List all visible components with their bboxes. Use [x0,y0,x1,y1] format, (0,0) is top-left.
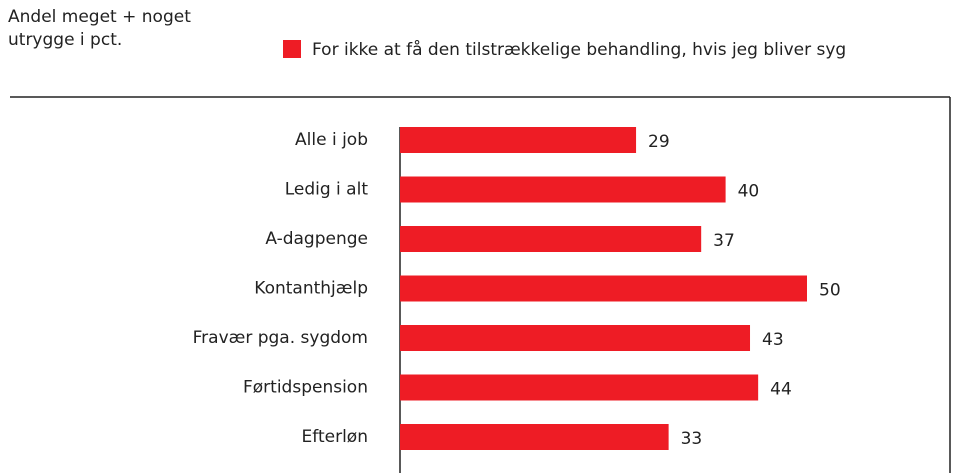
value-label: 37 [713,231,735,251]
legend-label: For ikke at få den tilstrækkelige behand… [312,39,846,60]
y-tick-label: Fravær pga. sygdom [193,328,368,348]
bar [400,374,759,401]
bar [400,275,807,302]
y-tick-label: Kontanthjælp [254,279,368,299]
y-tick-label: Alle i job [295,130,368,150]
y-tick-label: A-dagpenge [265,229,368,249]
value-label: 43 [762,330,784,350]
chart-title: Andel meget + noget utrygge i pct. [8,7,191,50]
y-tick-label: Ledig i alt [285,180,369,200]
value-label: 50 [819,281,841,301]
bar [400,226,702,252]
y-tick-label: Førtidspension [243,378,368,398]
y-tick-label: Efterløn [302,427,368,447]
value-label: 33 [681,429,703,449]
bar [400,176,726,203]
legend-swatch [283,40,301,58]
bar [400,127,637,153]
value-label: 44 [770,380,792,400]
value-label: 29 [648,132,670,152]
bar [400,424,669,450]
bar [400,325,751,351]
value-label: 40 [738,182,760,202]
